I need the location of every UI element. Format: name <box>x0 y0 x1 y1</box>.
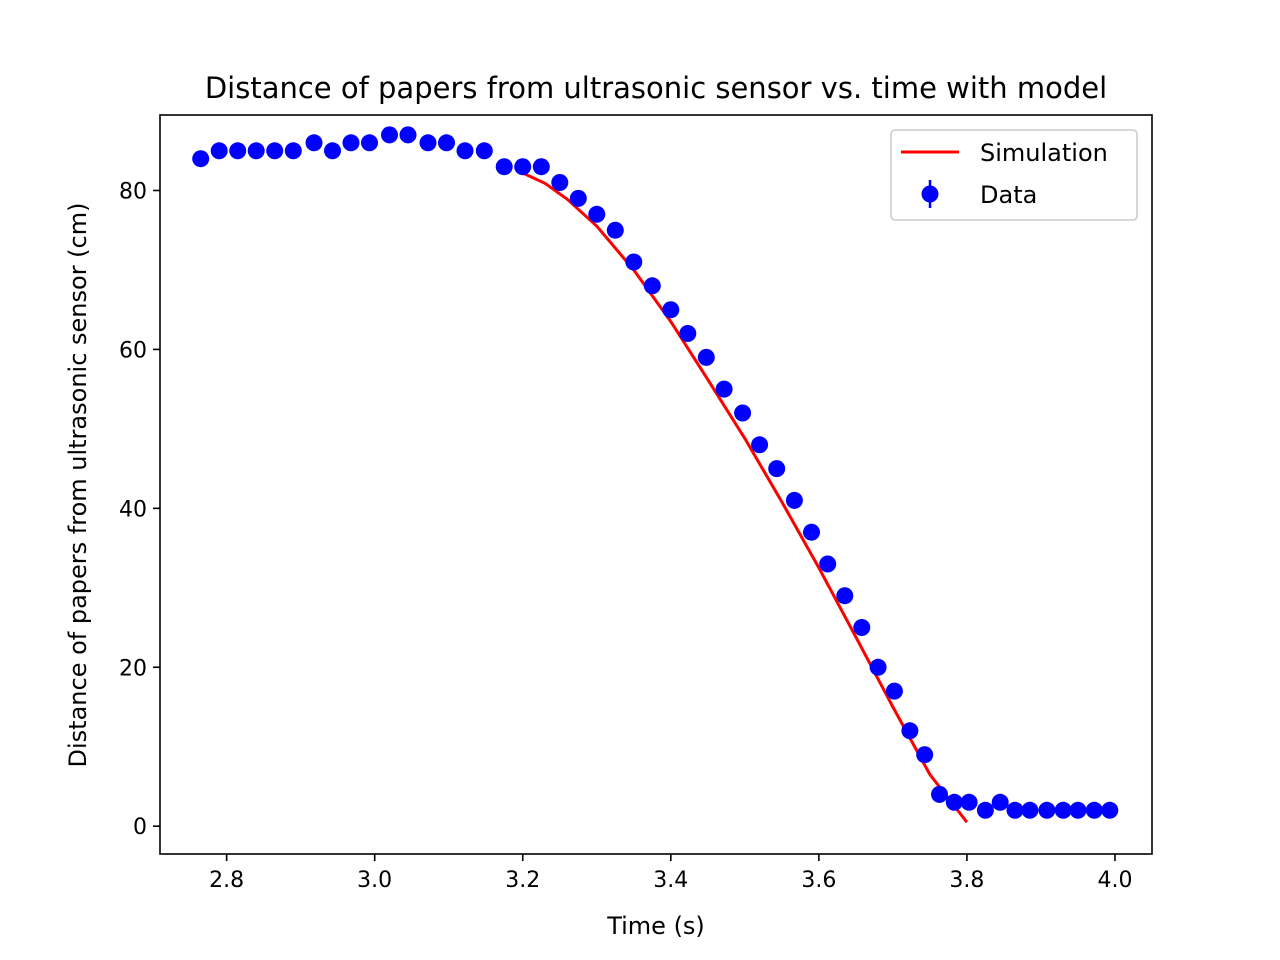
data-point <box>419 134 437 152</box>
data-point <box>192 150 210 168</box>
axes-frame <box>159 114 1153 855</box>
y-axis-ticks: 0 20 40 60 80 <box>119 179 160 840</box>
x-tick-label: 3.0 <box>357 868 392 893</box>
data-point <box>751 436 769 454</box>
data-point <box>342 134 360 152</box>
data-point <box>438 134 455 152</box>
data-point <box>305 134 323 152</box>
plot-area <box>159 114 1153 855</box>
legend-data-label: Data <box>980 181 1037 209</box>
data-point <box>679 325 697 342</box>
data-point <box>625 253 643 271</box>
data-point <box>697 348 715 366</box>
data-point <box>247 142 265 160</box>
data-point <box>734 404 752 422</box>
data-point <box>785 491 803 509</box>
x-tick-label: 3.6 <box>801 868 836 893</box>
data-point <box>885 682 903 700</box>
data-point <box>1054 801 1072 819</box>
legend-data-marker <box>921 185 939 203</box>
data-point <box>931 785 948 803</box>
data-point <box>643 277 661 295</box>
data-point <box>976 801 994 819</box>
data-point <box>284 142 302 160</box>
chart-title: Distance of papers from ultrasonic senso… <box>205 71 1107 105</box>
data-point <box>1021 801 1039 819</box>
x-axis-ticks: 2.8 3.0 3.2 3.4 3.6 3.8 4.0 <box>209 854 1132 893</box>
data-point <box>869 658 887 676</box>
series-layer <box>192 126 1119 824</box>
data-point <box>569 189 587 207</box>
x-tick-label: 2.8 <box>209 868 244 893</box>
data-point <box>901 722 919 740</box>
data-point <box>475 142 493 160</box>
legend: Simulation Data <box>890 129 1138 221</box>
x-tick-label: 3.8 <box>949 868 984 893</box>
data-point <box>1006 801 1024 819</box>
y-tick-label: 20 <box>119 656 147 681</box>
data-point <box>1069 801 1087 819</box>
y-axis-label: Distance of papers from ultrasonic senso… <box>64 203 92 768</box>
data-point <box>456 142 474 160</box>
data-point <box>229 142 247 160</box>
legend-simulation-label: Simulation <box>980 139 1108 167</box>
data-point <box>514 158 532 176</box>
data-point <box>210 142 228 160</box>
data-point <box>991 793 1009 811</box>
data-point <box>1101 801 1119 819</box>
data-point <box>960 793 978 811</box>
x-axis-label: Time (s) <box>606 912 705 940</box>
data-point <box>381 126 398 144</box>
x-tick-label: 4.0 <box>1097 868 1132 893</box>
y-tick-label: 40 <box>119 497 147 522</box>
data-point <box>662 301 680 319</box>
data-point <box>1085 801 1103 819</box>
data-point <box>803 523 820 541</box>
data-point <box>361 134 378 152</box>
data-point <box>768 460 786 478</box>
data-point <box>853 619 871 636</box>
data-point <box>836 587 854 605</box>
data-point <box>819 555 837 573</box>
data-point <box>266 142 284 160</box>
data-point <box>399 126 417 144</box>
data-point <box>945 793 963 811</box>
data-point <box>606 221 624 239</box>
y-tick-label: 60 <box>119 338 147 363</box>
data-point <box>715 380 733 398</box>
y-tick-label: 0 <box>133 815 147 840</box>
data-point <box>916 746 934 764</box>
data-point <box>551 174 569 191</box>
data-point <box>532 158 550 176</box>
x-tick-label: 3.4 <box>653 868 688 893</box>
data-point <box>495 158 513 176</box>
x-tick-label: 3.2 <box>505 868 540 893</box>
data-point <box>1038 801 1056 819</box>
data-point <box>324 142 341 160</box>
y-tick-label: 80 <box>119 179 147 204</box>
data-point <box>588 205 606 223</box>
